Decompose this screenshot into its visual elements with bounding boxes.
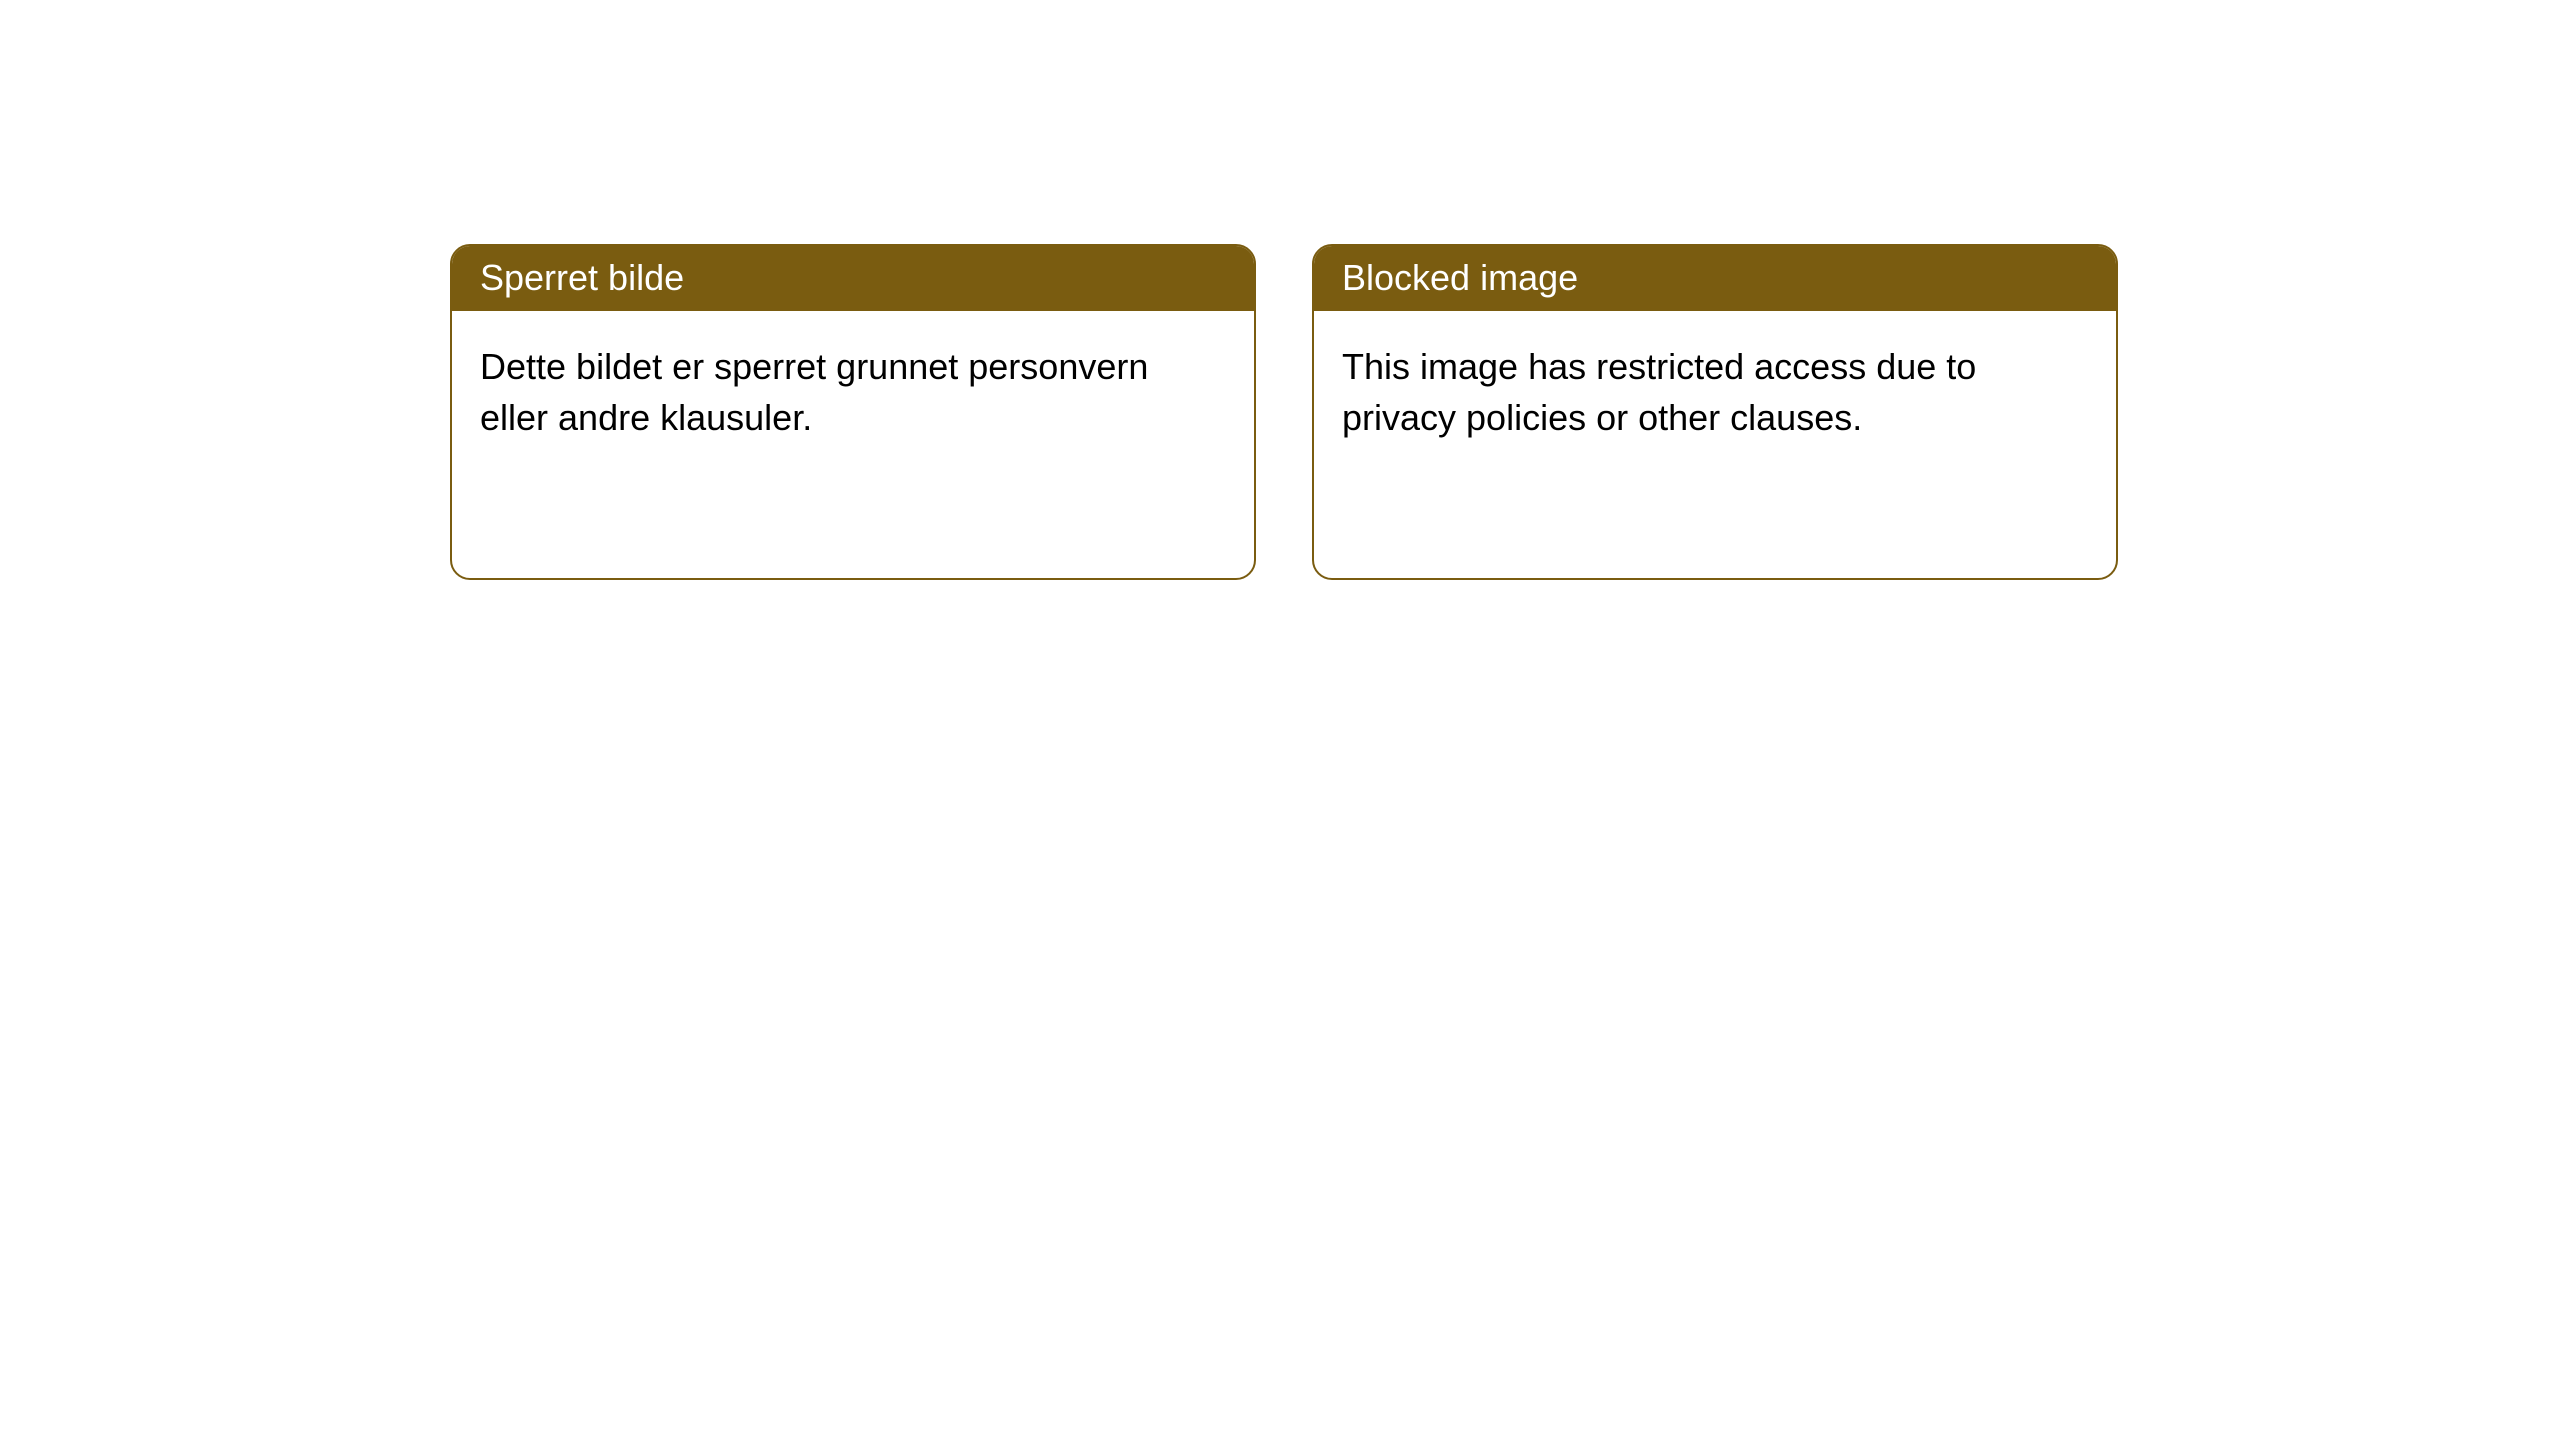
- card-body: This image has restricted access due to …: [1314, 311, 2116, 473]
- notice-cards-container: Sperret bilde Dette bildet er sperret gr…: [450, 244, 2118, 580]
- notice-card-norwegian: Sperret bilde Dette bildet er sperret gr…: [450, 244, 1256, 580]
- card-header: Blocked image: [1314, 246, 2116, 311]
- card-body: Dette bildet er sperret grunnet personve…: [452, 311, 1254, 473]
- notice-card-english: Blocked image This image has restricted …: [1312, 244, 2118, 580]
- card-header: Sperret bilde: [452, 246, 1254, 311]
